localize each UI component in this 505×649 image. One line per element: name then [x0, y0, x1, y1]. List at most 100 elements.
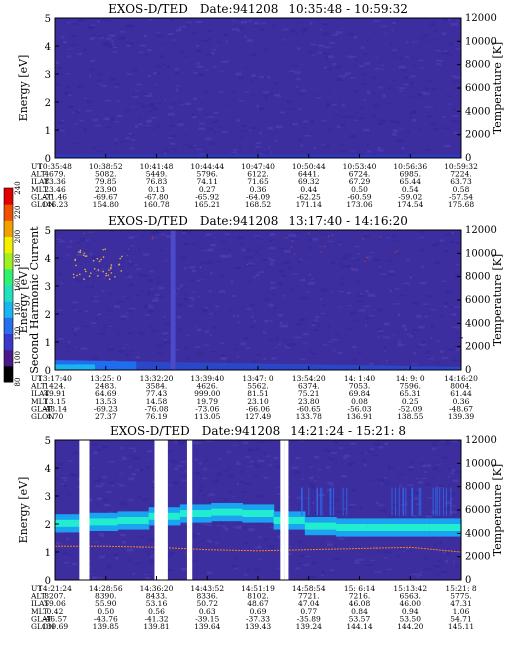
noise-cell: [423, 34, 429, 37]
noise-cell: [310, 575, 317, 578]
noise-cell: [179, 102, 182, 105]
noise-cell: [137, 248, 141, 251]
noise-cell: [91, 80, 95, 83]
band-spike: [412, 487, 414, 516]
orbit-value: 59.06: [44, 599, 66, 608]
scatter-dot: [109, 267, 112, 270]
noise-cell: [171, 102, 177, 105]
noise-cell: [258, 238, 263, 240]
noise-cell: [248, 129, 252, 132]
noise-cell: [101, 268, 105, 270]
orbit-value: 13:47: 0: [242, 374, 274, 383]
noise-cell: [201, 308, 208, 312]
noise-cell: [106, 325, 114, 327]
chart-title-time-range: 14:21:24 - 15:21: 8: [290, 424, 406, 438]
noise-cell: [154, 293, 160, 297]
noise-cell: [342, 257, 349, 260]
noise-cell: [92, 36, 95, 39]
noise-cell: [199, 247, 202, 249]
noise-cell: [101, 445, 108, 449]
noise-cell: [270, 259, 275, 262]
noise-cell: [63, 91, 70, 95]
noise-cell: [60, 120, 66, 122]
band-inner-segment: [304, 522, 337, 530]
noise-cell: [235, 316, 238, 318]
noise-cell: [311, 323, 316, 327]
noise-cell: [292, 65, 298, 67]
colorbar-tick-label: 80: [14, 378, 22, 387]
noise-cell: [339, 98, 342, 101]
noise-cell: [207, 539, 211, 542]
noise-cell: [439, 350, 445, 353]
noise-cell: [247, 569, 250, 572]
noise-cell: [349, 135, 356, 138]
noise-cell: [441, 570, 448, 573]
noise-cell: [150, 288, 155, 290]
noise-cell: [129, 309, 133, 313]
noise-cell: [383, 476, 387, 479]
y-right-tick-label: 2000: [465, 130, 490, 141]
band-spike: [301, 487, 303, 516]
noise-cell: [339, 123, 346, 127]
noise-cell: [339, 337, 342, 339]
noise-texture: [55, 18, 461, 158]
noise-cell: [369, 362, 374, 366]
orbit-value: 8004.: [450, 382, 471, 391]
noise-cell: [354, 561, 361, 564]
noise-cell: [383, 482, 389, 485]
noise-cell: [300, 64, 303, 66]
orbit-value: 64.69: [95, 389, 117, 398]
noise-cell: [425, 305, 428, 307]
noise-cell: [193, 458, 199, 461]
noise-cell: [243, 441, 248, 445]
y-tick-label: 1: [45, 338, 51, 349]
noise-cell: [90, 322, 97, 325]
noise-cell: [155, 344, 163, 347]
noise-cell: [327, 55, 334, 59]
noise-cell: [217, 91, 225, 93]
noise-cell: [165, 79, 171, 82]
noise-cell: [392, 52, 396, 55]
y-right-tick-label: 0: [465, 153, 471, 164]
noise-cell: [73, 333, 77, 336]
noise-cell: [309, 22, 313, 25]
orbit-value: 14.58: [146, 397, 168, 406]
noise-cell: [76, 279, 83, 282]
noise-cell: [182, 72, 186, 74]
noise-cell: [207, 540, 212, 544]
noise-cell: [214, 44, 219, 46]
orbit-value: 0.25: [402, 397, 419, 406]
colorbar-segment: [4, 301, 13, 318]
noise-cell: [217, 43, 220, 45]
noise-cell: [128, 260, 132, 263]
noise-cell: [227, 309, 234, 311]
noise-cell: [156, 65, 163, 68]
scatter-dot: [110, 266, 112, 269]
orbit-value: 0.56: [148, 607, 165, 616]
noise-cell: [253, 22, 259, 25]
noise-cell: [246, 466, 253, 468]
noise-cell: [406, 96, 412, 98]
noise-cell: [326, 488, 332, 492]
noise-cell: [423, 557, 429, 560]
noise-cell: [163, 98, 166, 101]
noise-cell: [327, 481, 334, 485]
noise-cell: [188, 279, 195, 282]
noise-cell: [73, 277, 79, 280]
noise-cell: [304, 497, 309, 499]
noise-cell: [169, 460, 177, 464]
noise-cell: [150, 547, 157, 551]
colorbar-segment: [4, 204, 13, 221]
noise-cell: [295, 85, 299, 88]
scatter-dot: [76, 274, 78, 277]
noise-cell: [146, 293, 154, 295]
noise-cell: [241, 125, 246, 128]
scatter-dot: [97, 269, 100, 271]
noise-cell: [311, 322, 319, 324]
noise-cell: [88, 559, 91, 562]
noise-cell: [383, 350, 387, 353]
orbit-value: -64.09: [246, 192, 270, 201]
noise-cell: [136, 83, 142, 86]
y-axis-label: Energy [eV]: [17, 477, 30, 544]
noise-cell: [119, 141, 125, 144]
